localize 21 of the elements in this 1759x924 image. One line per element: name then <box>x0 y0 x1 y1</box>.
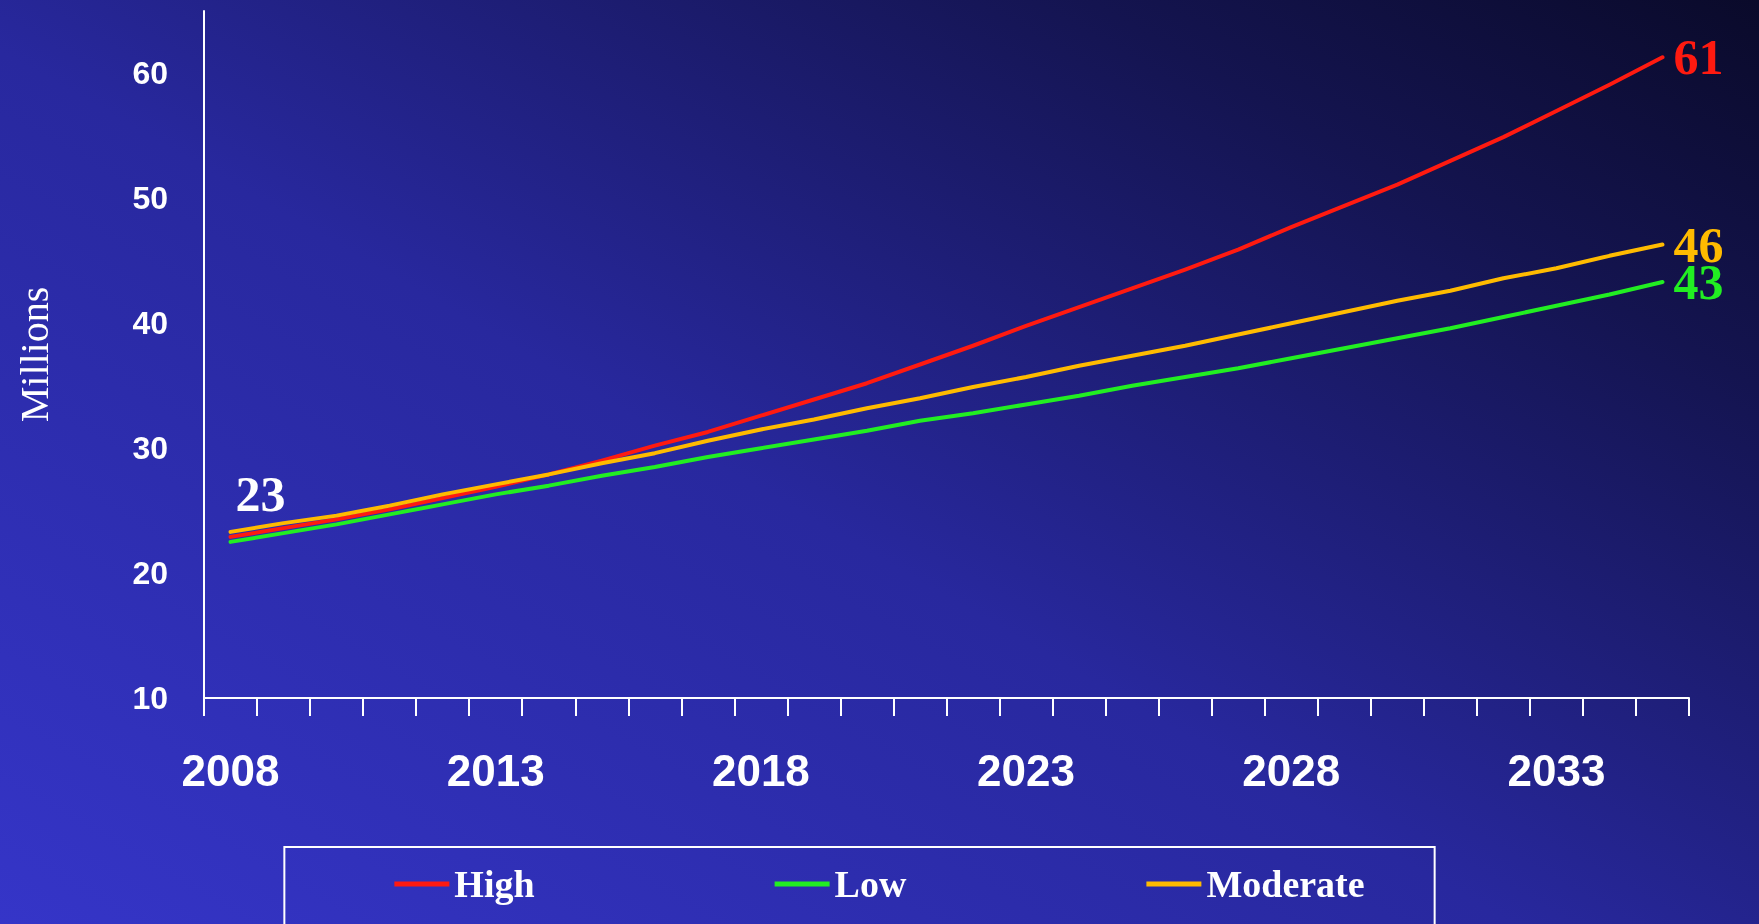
x-tick-label: 2013 <box>446 745 545 795</box>
x-tick-label: 2008 <box>181 745 280 795</box>
x-tick-label: 2023 <box>977 745 1075 795</box>
line-series <box>228 55 1665 539</box>
x-tick-label: 2018 <box>711 745 810 795</box>
y-tick-label: 60 <box>132 55 168 92</box>
legend-label: High <box>454 863 535 905</box>
y-tick-label: 10 <box>132 680 168 716</box>
line-series <box>228 242 1665 534</box>
y-tick-label: 40 <box>132 305 168 342</box>
x-tick-label: 2033 <box>1507 745 1606 795</box>
y-axis-title: Millions <box>11 286 57 423</box>
x-tick-label: 2028 <box>1242 745 1341 795</box>
y-tick-label: 20 <box>132 555 168 592</box>
line-series <box>228 280 1665 544</box>
y-tick-label: 50 <box>132 180 168 217</box>
annotation: 61 <box>1673 29 1724 86</box>
legend-label: Moderate <box>1206 863 1365 905</box>
y-tick-label: 30 <box>132 430 168 467</box>
legend-label: Low <box>834 863 907 905</box>
annotation: 23 <box>235 465 286 522</box>
